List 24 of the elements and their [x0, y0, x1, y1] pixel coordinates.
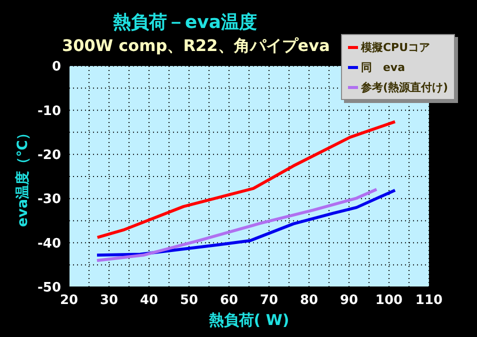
- x-axis-title: 熱負荷( W): [208, 311, 290, 329]
- line-series: [96, 120, 396, 239]
- x-tick-label: 60: [220, 293, 238, 308]
- y-tick-label: -10: [38, 104, 61, 119]
- x-tick-label: 40: [140, 293, 158, 308]
- x-tick-label: 30: [100, 293, 118, 308]
- x-tick-label: 50: [180, 293, 198, 308]
- x-tick-label: 70: [260, 293, 278, 308]
- x-tick-label: 80: [300, 293, 318, 308]
- y-tick-label: -50: [38, 280, 61, 296]
- y-tick-label: -20: [38, 148, 61, 164]
- legend-label: 同 eva: [360, 60, 405, 74]
- x-tick-label: 100: [375, 293, 403, 308]
- y-tick-label: 0: [52, 60, 61, 75]
- chart-title: 熱負荷－eva温度: [112, 11, 258, 34]
- y-tick-label: -40: [38, 236, 61, 252]
- y-tick-label: -30: [38, 192, 61, 208]
- x-tick-label: 20: [60, 293, 78, 308]
- x-tick-label: 90: [340, 293, 358, 308]
- y-axis-title: eva温度（℃）: [14, 126, 31, 228]
- chart-subtitle: 300W comp、R22、角パイプeva: [62, 36, 330, 57]
- legend-label: 参考(熱源直付け): [360, 80, 448, 94]
- legend-label: 模擬CPUコア: [360, 40, 430, 54]
- x-tick-label: 110: [415, 293, 443, 308]
